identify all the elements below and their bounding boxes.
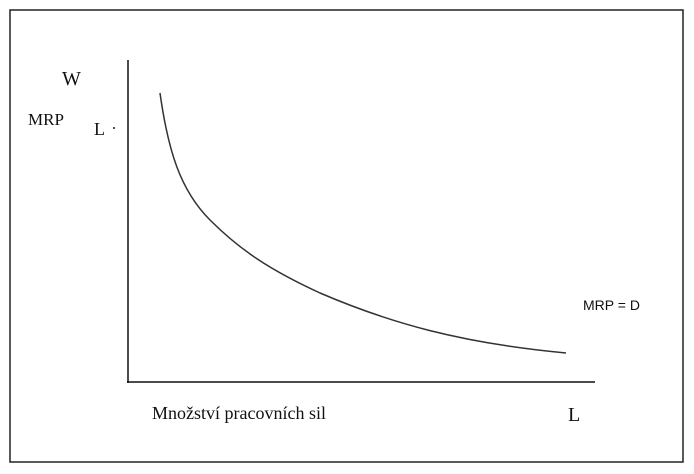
- mrp-curve: [159, 92, 567, 354]
- x-axis-caption: Množství pracovních sil: [152, 403, 326, 423]
- curve-label: MRP = D: [583, 297, 640, 313]
- curve-axis-subscript: L: [94, 119, 105, 139]
- frame: [9, 9, 684, 463]
- dot: [113, 127, 115, 129]
- y-axis-label: W: [62, 68, 81, 90]
- curve-axis-label: MRP: [28, 110, 64, 129]
- x-axis-label: L: [568, 404, 580, 426]
